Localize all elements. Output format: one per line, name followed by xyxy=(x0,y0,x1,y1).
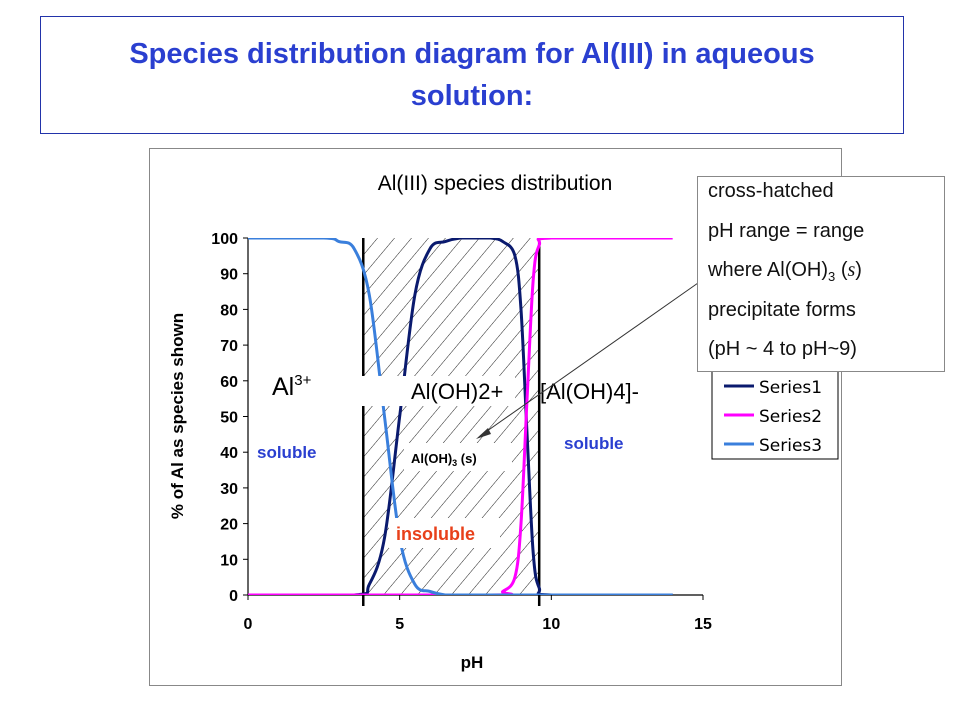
note-line-3: where Al(OH)3 (s) xyxy=(708,259,862,285)
insoluble-label-bg xyxy=(389,518,500,548)
legend-label-1: Series1 xyxy=(759,378,822,398)
y-ticks: 0 10 20 30 40 50 60 70 80 90 100 xyxy=(211,231,248,605)
al3-label: Al3+ xyxy=(272,372,312,401)
y-tick-label: 40 xyxy=(220,445,238,462)
y-tick-label: 30 xyxy=(220,481,238,498)
slide-title: Species distribution diagram for Al(III)… xyxy=(129,38,815,112)
soluble-left-label: soluble xyxy=(257,443,317,462)
x-tick-label: 10 xyxy=(542,616,560,633)
soluble-right-label: soluble xyxy=(564,434,624,453)
y-tick-label: 50 xyxy=(220,410,238,427)
x-tick-label: 15 xyxy=(694,616,712,633)
x-ticks: 0 5 10 15 xyxy=(244,595,712,633)
x-axis-label: pH xyxy=(461,653,484,672)
aloh2-label-bg xyxy=(350,376,515,406)
range-boundaries xyxy=(362,238,541,606)
legend-label-2: Series2 xyxy=(759,407,822,427)
callout-line xyxy=(479,282,699,437)
x-tick-label: 0 xyxy=(244,616,253,633)
insoluble-label: insoluble xyxy=(396,524,475,544)
y-tick-label: 10 xyxy=(220,552,238,569)
aloh4-label: [Al(OH)4]- xyxy=(540,379,639,404)
chart-title: Al(III) species distribution xyxy=(378,172,613,195)
y-tick-label: 70 xyxy=(220,338,238,355)
y-tick-label: 100 xyxy=(211,231,238,248)
precip-label: Al(OH)3 (s) xyxy=(411,451,477,468)
aloh2-label: Al(OH)2+ xyxy=(411,379,503,404)
title-box: Species distribution diagram for Al(III)… xyxy=(40,16,904,134)
precip-label-bg xyxy=(404,443,512,471)
note-line-5: (pH ~ 4 to pH~9) xyxy=(708,338,857,361)
note-box: cross-hatched pH range = range where Al(… xyxy=(697,176,945,372)
y-tick-label: 90 xyxy=(220,267,238,284)
x-tick-label: 5 xyxy=(395,616,404,633)
callout-arrowhead xyxy=(476,428,491,439)
legend: Series1 Series2 Series3 xyxy=(724,378,822,456)
y-tick-label: 20 xyxy=(220,517,238,534)
note-line-4: precipitate forms xyxy=(708,298,856,321)
series-line-1 xyxy=(248,238,673,595)
note-line-1: cross-hatched xyxy=(708,180,834,202)
note-line-2: pH range = range xyxy=(708,219,865,242)
y-axis-label: % of Al as species shown xyxy=(168,313,187,519)
y-tick-label: 0 xyxy=(229,588,238,605)
y-tick-label: 60 xyxy=(220,374,238,391)
y-tick-label: 80 xyxy=(220,302,238,319)
legend-label-3: Series3 xyxy=(759,436,822,456)
